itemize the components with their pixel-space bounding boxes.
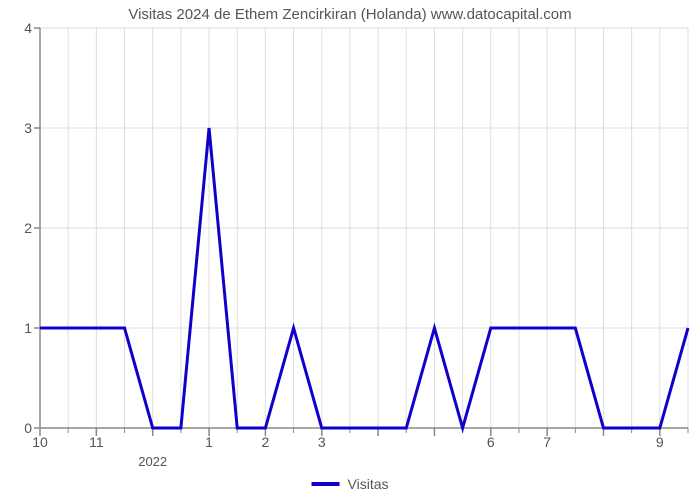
y-tick-label: 1 <box>24 320 40 336</box>
plot-area: 1011123679202201234 <box>40 28 688 428</box>
y-tick-label: 0 <box>24 420 40 436</box>
legend-label: Visitas <box>348 476 389 492</box>
x-sub-label: 2022 <box>138 428 167 469</box>
x-tick-label: 3 <box>318 428 326 450</box>
chart-title: Visitas 2024 de Ethem Zencirkiran (Holan… <box>0 6 700 23</box>
y-tick-label: 3 <box>24 120 40 136</box>
x-tick-label: 7 <box>543 428 551 450</box>
legend: Visitas <box>312 476 389 492</box>
x-tick-label: 6 <box>487 428 495 450</box>
chart-svg <box>40 28 688 440</box>
chart-container: Visitas 2024 de Ethem Zencirkiran (Holan… <box>0 0 700 500</box>
x-tick-label: 2 <box>261 428 269 450</box>
x-tick-label: 9 <box>656 428 664 450</box>
y-tick-label: 4 <box>24 20 40 36</box>
legend-swatch <box>312 482 340 486</box>
x-tick-label: 1 <box>205 428 213 450</box>
y-tick-label: 2 <box>24 220 40 236</box>
x-tick-label: 11 <box>89 428 104 450</box>
